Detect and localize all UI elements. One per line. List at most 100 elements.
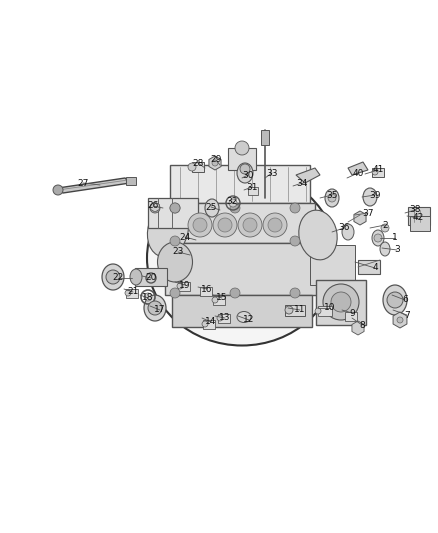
Text: 12: 12 — [244, 316, 254, 325]
Text: 13: 13 — [219, 313, 231, 322]
Text: 6: 6 — [402, 295, 408, 304]
Bar — [345, 312, 357, 321]
Circle shape — [53, 185, 63, 195]
Circle shape — [213, 213, 237, 237]
Bar — [248, 187, 258, 195]
Polygon shape — [393, 312, 407, 328]
Circle shape — [290, 236, 300, 246]
Polygon shape — [58, 178, 130, 193]
Text: 23: 23 — [172, 247, 184, 256]
Circle shape — [263, 213, 287, 237]
Text: 39: 39 — [369, 190, 381, 199]
Text: 20: 20 — [145, 273, 157, 282]
Circle shape — [202, 321, 208, 327]
Bar — [372, 168, 384, 177]
Circle shape — [397, 317, 403, 323]
Bar — [126, 177, 136, 185]
Ellipse shape — [299, 210, 337, 260]
Circle shape — [290, 203, 300, 213]
Text: 42: 42 — [412, 214, 424, 222]
Text: 9: 9 — [349, 309, 355, 318]
Text: 21: 21 — [127, 287, 139, 296]
Circle shape — [290, 288, 300, 298]
Text: 36: 36 — [338, 223, 350, 232]
Circle shape — [387, 292, 403, 308]
Bar — [178, 282, 190, 291]
Text: 7: 7 — [404, 311, 410, 319]
Ellipse shape — [325, 189, 339, 207]
Text: 18: 18 — [142, 294, 154, 303]
Text: 32: 32 — [226, 198, 238, 206]
Circle shape — [230, 288, 240, 298]
Circle shape — [188, 163, 196, 171]
Text: 27: 27 — [78, 179, 88, 188]
Text: 31: 31 — [246, 182, 258, 191]
Bar — [408, 207, 430, 225]
Bar — [135, 268, 167, 286]
Bar — [165, 243, 320, 295]
Bar — [200, 287, 212, 296]
Bar — [410, 216, 430, 231]
Circle shape — [188, 213, 212, 237]
Circle shape — [148, 301, 162, 315]
Ellipse shape — [380, 242, 390, 256]
Circle shape — [374, 234, 382, 242]
Text: 34: 34 — [297, 179, 307, 188]
Bar — [358, 260, 380, 274]
Circle shape — [240, 164, 250, 174]
Circle shape — [170, 288, 180, 298]
Bar — [168, 203, 315, 243]
Circle shape — [170, 203, 180, 213]
Ellipse shape — [148, 203, 189, 257]
Circle shape — [331, 292, 351, 312]
Circle shape — [243, 218, 257, 232]
Text: 1: 1 — [392, 233, 398, 243]
Bar — [192, 162, 204, 172]
Ellipse shape — [130, 269, 142, 285]
Circle shape — [268, 218, 282, 232]
Circle shape — [150, 203, 160, 213]
Bar — [310, 245, 355, 285]
Circle shape — [285, 306, 293, 314]
Polygon shape — [209, 156, 221, 170]
Circle shape — [212, 160, 218, 166]
Text: 40: 40 — [352, 168, 364, 177]
Polygon shape — [151, 202, 159, 212]
Bar — [318, 306, 332, 316]
Text: 8: 8 — [359, 320, 365, 329]
Circle shape — [212, 297, 218, 303]
Ellipse shape — [147, 171, 337, 345]
Bar — [126, 289, 138, 298]
Text: 19: 19 — [179, 280, 191, 289]
Text: 35: 35 — [326, 190, 338, 199]
Circle shape — [144, 293, 152, 301]
Bar — [172, 295, 312, 327]
Ellipse shape — [363, 188, 377, 206]
Text: 16: 16 — [201, 285, 213, 294]
Ellipse shape — [158, 242, 192, 282]
Text: 14: 14 — [205, 318, 217, 327]
Text: 26: 26 — [147, 201, 159, 211]
Bar — [218, 314, 230, 323]
Text: 3: 3 — [394, 246, 400, 254]
Text: 25: 25 — [205, 203, 217, 212]
Circle shape — [229, 199, 237, 207]
Ellipse shape — [102, 264, 124, 290]
Text: 11: 11 — [294, 305, 306, 314]
Bar — [316, 280, 366, 325]
Ellipse shape — [144, 295, 166, 321]
Bar — [213, 296, 225, 305]
Text: 29: 29 — [210, 156, 222, 165]
Circle shape — [170, 236, 180, 246]
Ellipse shape — [237, 163, 253, 183]
Text: 28: 28 — [192, 158, 204, 167]
Circle shape — [315, 308, 321, 314]
Circle shape — [328, 194, 336, 202]
Ellipse shape — [237, 311, 251, 322]
Polygon shape — [354, 211, 366, 225]
Circle shape — [238, 213, 262, 237]
Text: 10: 10 — [324, 303, 336, 312]
Ellipse shape — [383, 285, 407, 315]
Circle shape — [177, 283, 183, 289]
Bar — [170, 165, 310, 203]
